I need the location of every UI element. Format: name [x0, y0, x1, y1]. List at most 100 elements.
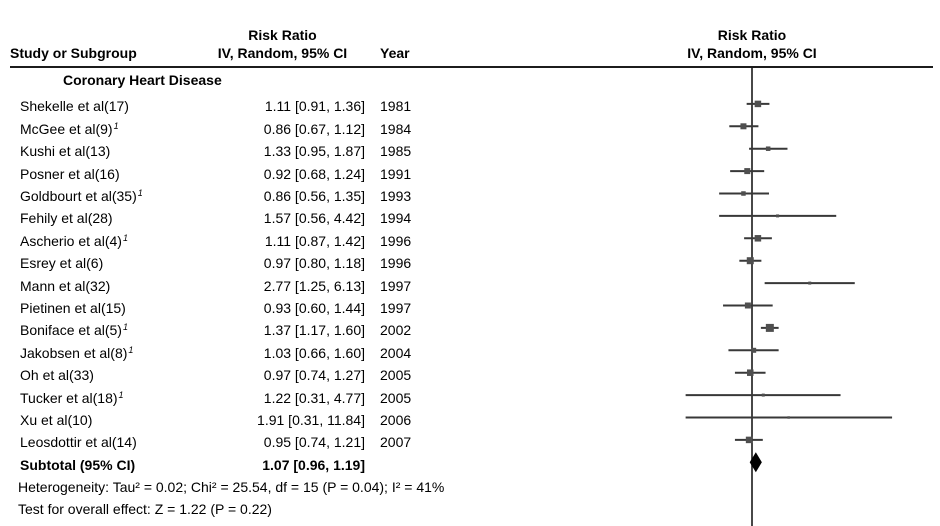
- point-estimate-marker: [787, 416, 790, 419]
- footnote-superscript: 1: [118, 389, 124, 400]
- table-row: Subtotal (95% CI) 1.07 [0.96, 1.19]: [0, 454, 470, 476]
- subtotal-diamond: [749, 452, 762, 473]
- study-label: Ascherio et al(4)1: [20, 232, 128, 249]
- study-label: Goldbourt et al(35)1: [20, 188, 143, 204]
- study-label: Fehily et al(28): [20, 210, 113, 227]
- effect-estimate-text: 1.07 [0.96, 1.19]: [262, 456, 365, 473]
- point-estimate-marker: [741, 191, 746, 196]
- table-row: Ascherio et al(4)1 1.11 [0.87, 1.42] 1996: [0, 230, 470, 252]
- year-value: 1997: [380, 300, 412, 316]
- year-value: 2007: [380, 434, 412, 451]
- effect-estimate-text: 1.03 [0.66, 1.60]: [263, 344, 365, 361]
- table-row: Esrey et al(6) 0.97 [0.80, 1.18] 1996: [0, 252, 470, 274]
- study-label: McGee et al(9)1: [20, 120, 119, 137]
- year-value: 2005: [380, 389, 412, 406]
- study-label: Tucker et al(18)1: [20, 389, 124, 406]
- effect-estimate-text: 0.95 [0.74, 1.21]: [263, 434, 365, 451]
- year-value: 1997: [380, 277, 412, 294]
- point-estimate-marker: [740, 123, 747, 130]
- year-value: 1996: [380, 232, 412, 249]
- study-label: Shekelle et al(17): [20, 98, 129, 115]
- effect-estimate-text: 1.33 [0.95, 1.87]: [263, 143, 365, 160]
- table-row: Tucker et al(18)1 1.22 [0.31, 4.77] 2005: [0, 387, 470, 409]
- effect-estimate-text: 0.97 [0.80, 1.18]: [263, 255, 365, 272]
- year-value: 1996: [380, 255, 412, 272]
- footnote-superscript: 1: [128, 344, 134, 355]
- col-header-study: Study or Subgroup: [10, 45, 137, 61]
- col-header-effect-line2: IV, Random, 95% CI: [217, 45, 348, 61]
- effect-estimate-text: 1.91 [0.31, 11.84]: [257, 412, 365, 428]
- point-estimate-marker: [761, 393, 765, 397]
- point-estimate-marker: [746, 257, 754, 265]
- effect-estimate-text: 0.92 [0.68, 1.24]: [263, 165, 365, 182]
- study-label: Leosdottir et al(14): [20, 434, 137, 451]
- year-value: 2006: [380, 412, 412, 428]
- year-value: 1985: [380, 143, 412, 160]
- table-row: Leosdottir et al(14) 0.95 [0.74, 1.21] 200…: [0, 431, 470, 453]
- study-label: Posner et al(16): [20, 165, 120, 182]
- study-label: Xu et al(10): [20, 412, 93, 428]
- point-estimate-marker: [754, 100, 762, 108]
- table-row: Kushi et al(13) 1.33 [0.95, 1.87] 1985: [0, 140, 470, 162]
- point-estimate-marker: [776, 214, 780, 218]
- effect-estimate-text: 0.86 [0.56, 1.35]: [263, 188, 365, 204]
- footnote-superscript: 1: [137, 188, 143, 198]
- point-estimate-marker: [751, 347, 757, 353]
- table-row: Xu et al(10) 1.91 [0.31, 11.84] 2006: [0, 409, 470, 431]
- col-header-year: Year: [380, 45, 410, 61]
- footnote-superscript: 1: [122, 232, 128, 243]
- effect-estimate-text: 0.97 [0.74, 1.27]: [263, 367, 365, 384]
- point-estimate-marker: [747, 369, 754, 376]
- point-estimate-marker: [744, 168, 751, 175]
- effect-estimate-text: 0.86 [0.67, 1.12]: [263, 120, 365, 137]
- year-value: 1984: [380, 120, 412, 137]
- point-estimate-marker: [808, 281, 812, 285]
- study-label: Pietinen et al(15): [20, 300, 126, 316]
- table-row: Fehily et al(28) 1.57 [0.56, 4.42] 1994: [0, 207, 470, 229]
- col-header-effect-line1: Risk Ratio: [248, 27, 317, 43]
- table-row: Oh et al(33) 0.97 [0.74, 1.27] 2005: [0, 364, 470, 386]
- table-row: Shekelle et al(17) 1.11 [0.91, 1.36] 1981: [0, 95, 470, 117]
- year-value: 1991: [380, 165, 412, 182]
- study-label: Mann et al(32): [20, 277, 111, 294]
- effect-estimate-text: 2.77 [1.25, 6.13]: [263, 277, 365, 294]
- effect-estimate-text: 1.37 [1.17, 1.60]: [263, 322, 365, 339]
- effect-estimate-text: 0.93 [0.60, 1.44]: [263, 300, 365, 316]
- table-row: Mann et al(32) 2.77 [1.25, 6.13] 1997: [0, 275, 470, 297]
- overall-effect-test: Test for overall effect: Z = 1.22 (P = 0…: [18, 501, 272, 517]
- header-divider-line: [10, 66, 933, 68]
- year-value: 1993: [380, 188, 412, 204]
- table-row: McGee et al(9)1 0.86 [0.67, 1.12] 1984: [0, 118, 470, 140]
- table-row: Posner et al(16) 0.92 [0.68, 1.24] 1991: [0, 163, 470, 185]
- plot-header-line2: IV, Random, 95% CI: [687, 45, 817, 61]
- effect-estimate-text: 1.22 [0.31, 4.77]: [263, 389, 365, 406]
- effect-estimate-text: 1.57 [0.56, 4.42]: [263, 210, 365, 227]
- effect-estimate-text: 1.11 [0.87, 1.42]: [264, 232, 365, 249]
- effect-estimate-text: 1.11 [0.91, 1.36]: [264, 98, 365, 115]
- year-value: 1981: [380, 98, 412, 115]
- study-label: Boniface et al(5)1: [20, 322, 128, 339]
- footnote-superscript: 1: [122, 322, 128, 333]
- plot-header-line1: Risk Ratio: [717, 27, 787, 43]
- table-row: Jakobsen et al(8)1 1.03 [0.66, 1.60] 2004: [0, 342, 470, 364]
- point-estimate-marker: [754, 235, 762, 242]
- point-estimate-marker: [745, 436, 753, 444]
- study-label: Esrey et al(6): [20, 255, 104, 272]
- year-value: 2002: [380, 322, 412, 339]
- study-label: Jakobsen et al(8)1: [20, 344, 134, 361]
- study-label: Oh et al(33): [20, 367, 94, 384]
- table-row: Boniface et al(5)1 1.37 [1.17, 1.60] 2002: [0, 319, 470, 341]
- year-value: 2005: [380, 367, 412, 384]
- point-estimate-marker: [765, 323, 774, 332]
- point-estimate-marker: [765, 146, 771, 151]
- study-label: Subtotal (95% CI): [20, 456, 136, 473]
- year-value: 1994: [380, 210, 412, 227]
- study-label: Kushi et al(13): [20, 143, 111, 160]
- year-value: 2004: [380, 344, 412, 361]
- table-row: Pietinen et al(15) 0.93 [0.60, 1.44] 1997: [0, 297, 470, 319]
- footnote-superscript: 1: [113, 120, 119, 131]
- subgroup-heading: Coronary Heart Disease: [63, 72, 222, 88]
- heterogeneity-stats: Heterogeneity: Tau² = 0.02; Chi² = 25.54…: [18, 479, 445, 495]
